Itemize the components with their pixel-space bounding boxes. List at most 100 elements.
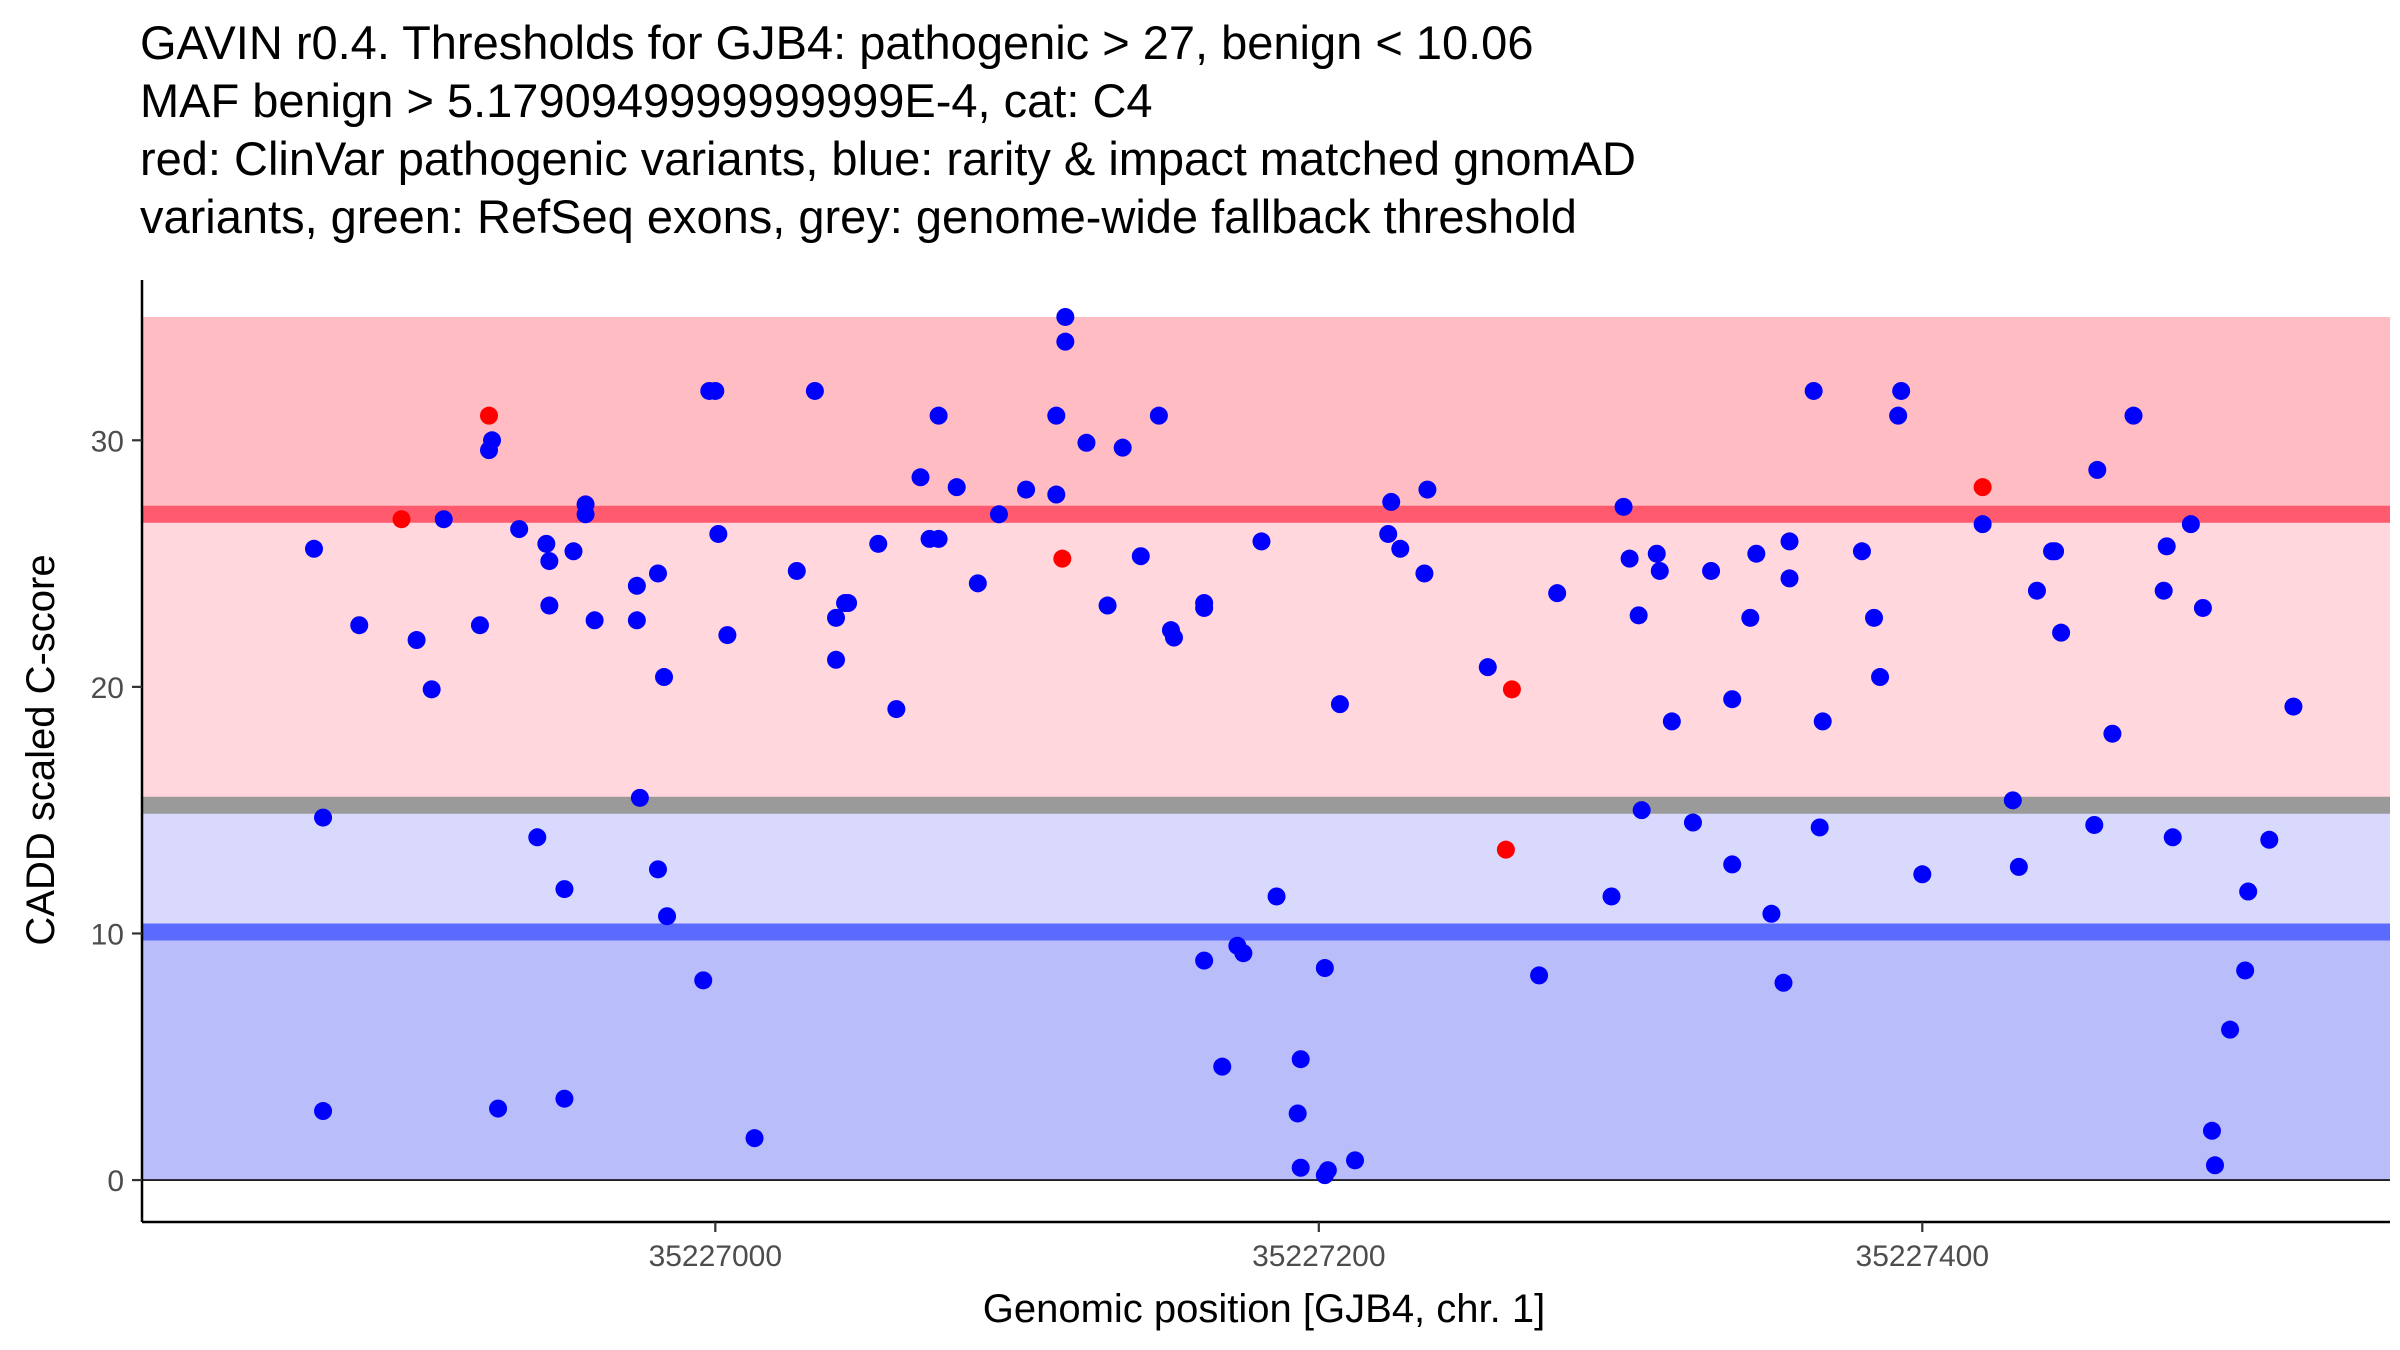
gnomad-point-38 xyxy=(827,608,846,627)
gnomad-point-50 xyxy=(1017,480,1036,499)
gnomad-point-97 xyxy=(1723,690,1742,709)
gnomad-point-23 xyxy=(627,576,646,595)
gnomad-point-34 xyxy=(745,1129,764,1148)
gnomad-point-11 xyxy=(510,520,529,539)
gnomad-point-122 xyxy=(2103,724,2122,743)
gnomad-point-113 xyxy=(1973,515,1992,534)
threshold-bands xyxy=(142,316,2390,1181)
title-line-2: MAF benign > 5.1790949999999999E-4, cat:… xyxy=(140,74,1153,127)
gnomad-point-25 xyxy=(648,564,667,583)
gnomad-point-126 xyxy=(2163,828,2182,847)
gnomad-point-2 xyxy=(314,1102,333,1121)
gnomad-point-54 xyxy=(1056,332,1075,351)
gnomad-point-72 xyxy=(1291,1158,1310,1177)
gnomad-point-79 xyxy=(1382,492,1401,511)
gnomad-point-129 xyxy=(2202,1121,2221,1140)
gnomad-point-103 xyxy=(1780,569,1799,588)
gnomad-point-118 xyxy=(2046,542,2065,561)
clinvar-point-0 xyxy=(392,510,411,529)
gnomad-point-47 xyxy=(947,478,966,497)
clinvar-point-1 xyxy=(480,406,499,425)
title-line-3: red: ClinVar pathogenic variants, blue: … xyxy=(140,132,1636,185)
gnomad-point-119 xyxy=(2052,623,2071,642)
gnomad-point-4 xyxy=(407,631,426,650)
gnomad-point-68 xyxy=(1252,532,1271,551)
x-tick-label-2: 35227400 xyxy=(1856,1240,1989,1273)
y-axis-title: CADD scaled C-score xyxy=(19,554,63,945)
gnomad-point-89 xyxy=(1629,606,1648,625)
gnomad-point-53 xyxy=(1056,307,1075,326)
gnomad-point-102 xyxy=(1780,532,1799,551)
gnomad-point-15 xyxy=(540,552,559,571)
gnomad-point-45 xyxy=(929,529,948,548)
gnomad-point-104 xyxy=(1804,381,1823,400)
y-tick-label-0: 0 xyxy=(107,1165,124,1198)
tick-labels: 0 10 20 30 35227000 35227200 35227400 xyxy=(91,425,1989,1273)
gnomad-point-90 xyxy=(1632,801,1651,820)
gnomad-point-49 xyxy=(989,505,1008,524)
gnomad-point-114 xyxy=(2003,791,2022,810)
gnomad-point-131 xyxy=(2221,1020,2240,1039)
gnomad-point-132 xyxy=(2236,961,2255,980)
y-tick-label-1: 10 xyxy=(91,918,124,951)
gnomad-point-130 xyxy=(2205,1156,2224,1175)
x-tick-label-1: 35227200 xyxy=(1252,1240,1385,1273)
gnomad-point-16 xyxy=(555,880,574,899)
data-points xyxy=(304,307,2303,1185)
gnomad-point-1 xyxy=(314,808,333,827)
gnomad-point-26 xyxy=(648,860,667,879)
gnomad-point-17 xyxy=(555,1089,574,1108)
gnomad-point-6 xyxy=(434,510,453,529)
gnomad-point-33 xyxy=(718,626,737,645)
gnomad-point-110 xyxy=(1889,406,1908,425)
gnomad-point-10 xyxy=(489,1099,508,1118)
gnomad-point-22 xyxy=(627,611,646,630)
gnomad-point-98 xyxy=(1741,608,1760,627)
gnomad-point-95 xyxy=(1702,561,1721,580)
gnomad-point-3 xyxy=(350,616,369,635)
gnomad-point-7 xyxy=(470,616,489,635)
gnomad-point-134 xyxy=(2260,830,2279,849)
gnomad-point-120 xyxy=(2085,815,2104,834)
axes xyxy=(140,280,2390,1224)
gnomad-point-78 xyxy=(1379,524,1398,543)
gnomad-point-27 xyxy=(655,668,674,687)
gnomad-point-59 xyxy=(1149,406,1168,425)
gnomad-point-61 xyxy=(1164,628,1183,647)
gnomad-point-63 xyxy=(1195,598,1214,617)
clinvar-point-4 xyxy=(1502,680,1521,699)
clinvar-point-2 xyxy=(1053,549,1072,568)
gnomad-point-91 xyxy=(1647,544,1666,563)
benign-low-band xyxy=(142,805,2390,933)
gnomad-point-80 xyxy=(1391,539,1410,558)
y-tick-label-2: 20 xyxy=(91,672,124,705)
gnomad-point-36 xyxy=(805,381,824,400)
gnomad-point-127 xyxy=(2181,515,2200,534)
gnomad-point-37 xyxy=(827,650,846,669)
gnomad-point-116 xyxy=(2027,581,2046,600)
gnomad-point-73 xyxy=(1315,959,1334,978)
gnomad-point-76 xyxy=(1330,695,1349,714)
gnomad-point-71 xyxy=(1291,1050,1310,1069)
gnomad-point-42 xyxy=(887,700,906,719)
gnomad-point-28 xyxy=(658,907,677,926)
x-axis-title: Genomic position [GJB4, chr. 1] xyxy=(983,1287,1545,1331)
gnomad-point-35 xyxy=(787,561,806,580)
gnomad-point-87 xyxy=(1614,497,1633,516)
gnomad-point-112 xyxy=(1913,865,1932,884)
gnomad-point-70 xyxy=(1288,1104,1307,1123)
gnomad-point-108 xyxy=(1865,608,1884,627)
gnomad-point-18 xyxy=(564,542,583,561)
gnomad-point-65 xyxy=(1213,1057,1232,1076)
gnomad-point-99 xyxy=(1747,544,1766,563)
clinvar-point-5 xyxy=(1973,478,1992,497)
clinvar-point-3 xyxy=(1496,840,1515,859)
gnomad-point-43 xyxy=(911,468,930,487)
gnomad-point-14 xyxy=(540,596,559,615)
gnomad-point-81 xyxy=(1415,564,1434,583)
gnomad-point-128 xyxy=(2193,598,2212,617)
gnomad-point-64 xyxy=(1195,951,1214,970)
title-line-4: variants, green: RefSeq exons, grey: gen… xyxy=(140,190,1577,243)
pathogenic-high-band xyxy=(142,316,2390,515)
